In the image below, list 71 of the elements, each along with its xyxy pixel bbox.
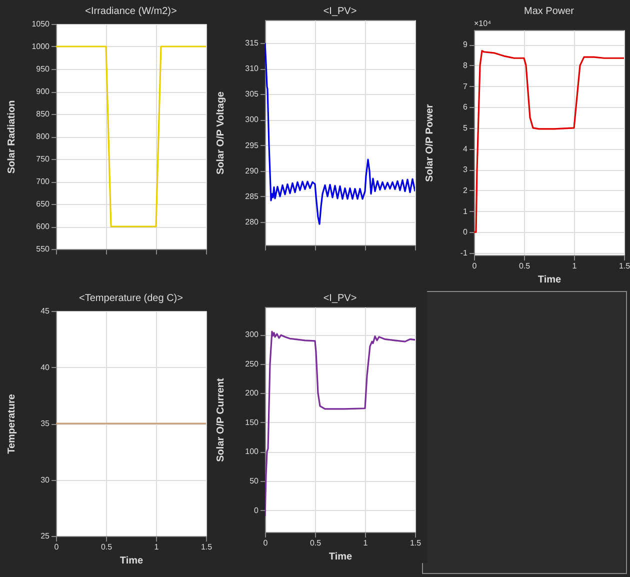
chart-title: <I_PV> [323, 293, 357, 304]
y-tick-label: 8 [463, 60, 468, 70]
y-tick-label: 9 [463, 40, 468, 50]
y-tick-label: 295 [245, 140, 260, 150]
y-tick-label: 315 [245, 38, 260, 48]
chart-title: <Temperature (deg C)> [79, 293, 184, 304]
y-tick-label: 200 [245, 388, 260, 398]
y-tick-label: 300 [245, 330, 260, 340]
chart-title: <I_PV> [323, 6, 357, 17]
x-axis-title: Time [538, 274, 562, 286]
y-tick-label: 100 [245, 447, 260, 456]
y-tick-label: 0 [254, 506, 260, 515]
chart-title: Max Power [524, 6, 575, 17]
y-tick-label: 305 [245, 90, 260, 99]
x-tick-label: 0 [472, 262, 478, 270]
y-tick-label: 600 [36, 222, 50, 231]
x-tick-label: 0 [54, 542, 60, 552]
y-tick-label: 150 [245, 418, 260, 427]
x-tick-label: 1.5 [200, 542, 213, 552]
y-tick-label: 850 [36, 110, 50, 118]
y-tick-label: 45 [40, 306, 50, 316]
y-tick-label: 25 [40, 532, 50, 540]
y-tick-label: 40 [40, 362, 50, 372]
x-tick-label: 1 [154, 542, 160, 552]
x-tick-label: 0.5 [310, 538, 322, 548]
y-tick-label: 1050 [32, 20, 50, 28]
y-axis-title: Solar O/P Current [216, 377, 226, 462]
y-tick-label: 3 [463, 165, 468, 174]
y-tick-label: 7 [463, 82, 468, 91]
y-tick-label: 2 [463, 186, 468, 195]
x-tick-label: 1 [572, 262, 578, 270]
line-series [474, 50, 624, 233]
line-series [265, 330, 415, 517]
y-tick-label: 700 [36, 177, 50, 186]
y-tick-label: 1000 [32, 42, 50, 51]
y-tick-label: 30 [40, 475, 50, 484]
x-tick-label: 1.5 [410, 538, 422, 548]
text: ×10⁴ [474, 19, 492, 28]
y-axis-title: Temperature [6, 394, 18, 454]
line-series [265, 42, 415, 225]
y-tick-label: 650 [36, 200, 50, 208]
y-tick-label: 280 [245, 217, 260, 226]
y-tick-label: 35 [40, 419, 50, 428]
y-tick-label: 550 [36, 244, 50, 254]
y-tick-label: 250 [245, 359, 260, 368]
x-tick-label: 0.5 [100, 542, 113, 552]
x-tick-label: 0 [263, 538, 268, 548]
y-tick-label: 310 [245, 64, 260, 74]
y-tick-label: 6 [463, 102, 468, 112]
y-tick-label: 950 [36, 64, 50, 74]
x-axis-title: Time [328, 552, 353, 562]
y-tick-label: 50 [250, 476, 260, 486]
y-tick-label: 1 [463, 206, 468, 216]
x-tick-label: 1 [363, 538, 368, 548]
y-tick-label: 750 [36, 154, 50, 164]
x-axis-title: Time [120, 556, 144, 566]
x-tick-label: 0.5 [518, 262, 531, 270]
y-tick-label: 900 [36, 87, 50, 96]
y-axis-title: Solar Radiation [6, 100, 18, 174]
y-tick-label: 5 [463, 123, 468, 132]
y-tick-label: 800 [36, 132, 50, 141]
y-axis-title: Solar O/P Power [424, 104, 436, 182]
y-tick-label: 0 [463, 228, 468, 237]
chart-title: <Irradiance (W/m2)> [85, 6, 178, 17]
y-axis-title: Solar O/P Voltage [216, 91, 226, 174]
y-tick-label: 290 [245, 166, 260, 176]
x-tick-label: 1.5 [618, 262, 630, 270]
y-tick-label: -1 [460, 248, 468, 258]
y-tick-label: 285 [245, 192, 260, 201]
y-tick-label: 300 [245, 115, 260, 124]
y-tick-label: 4 [463, 144, 468, 154]
